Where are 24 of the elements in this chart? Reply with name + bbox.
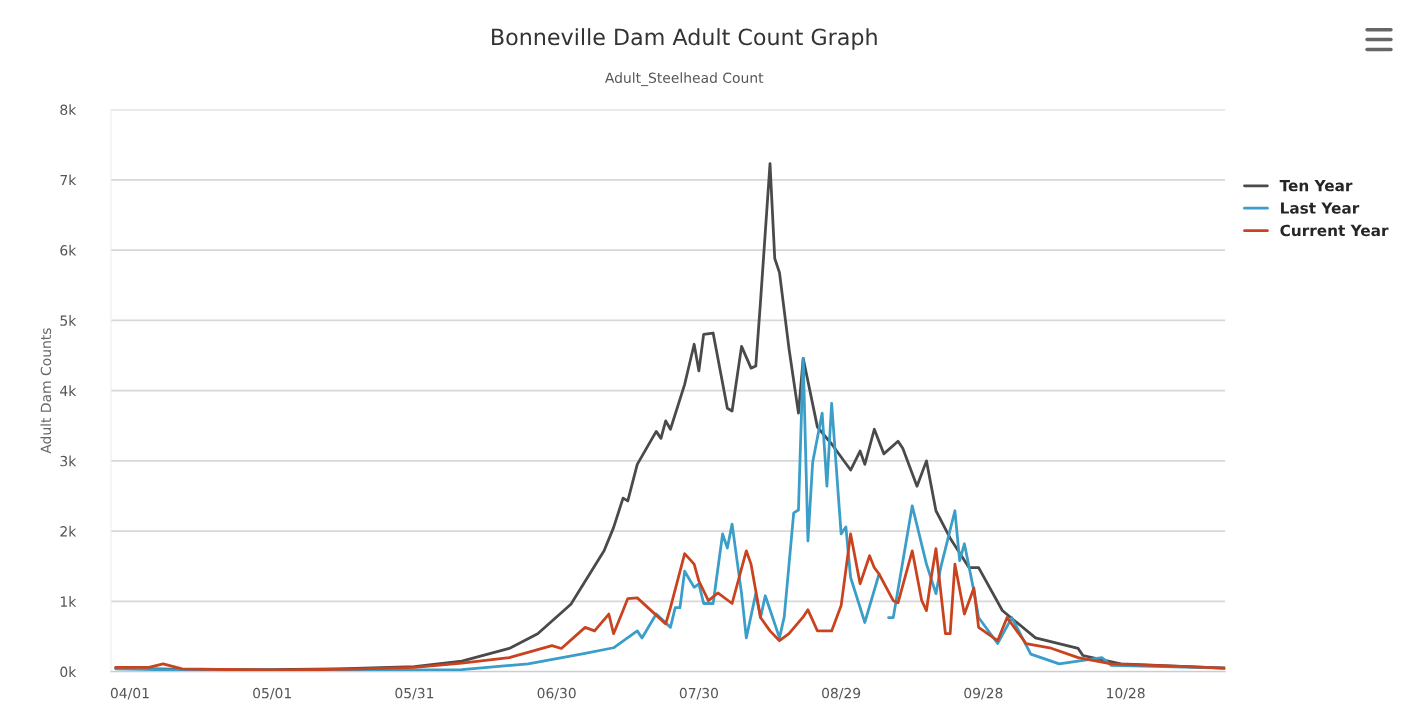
y-tick-label: 1k <box>60 596 77 607</box>
y-tick-label: 2k <box>60 525 77 537</box>
y-tick-label: 4k <box>60 385 77 396</box>
y-axis-title: Adult Dam Counts <box>40 328 52 454</box>
chart-subtitle: Adult_Steelhead Count <box>605 72 764 87</box>
x-tick-label: 04/01 <box>110 687 149 700</box>
x-tick-label: 10/28 <box>1107 687 1145 700</box>
y-tick-label: 7k <box>60 174 77 186</box>
x-tick-label: 09/28 <box>964 687 1003 700</box>
x-tick-label: 08/29 <box>822 687 861 700</box>
x-tick-label: 05/31 <box>395 687 434 700</box>
y-tick-label: 5k <box>60 315 77 326</box>
chart-title: Bonneville Dam Adult Count Graph <box>492 28 877 50</box>
x-tick-label: 06/30 <box>537 687 576 700</box>
line-series <box>114 532 1226 672</box>
x-tick-label: 07/30 <box>679 687 718 700</box>
y-tick-label: 6k <box>60 244 77 256</box>
legend-label: Current Year <box>1280 224 1389 237</box>
y-tick-label: 3k <box>60 455 77 467</box>
y-tick-label: 0k <box>60 666 77 678</box>
legend-label: Last Year <box>1281 202 1360 214</box>
x-tick-label: 05/01 <box>253 687 291 700</box>
legend-label: Ten Year <box>1279 180 1353 192</box>
y-tick-label: 8k <box>60 104 77 116</box>
